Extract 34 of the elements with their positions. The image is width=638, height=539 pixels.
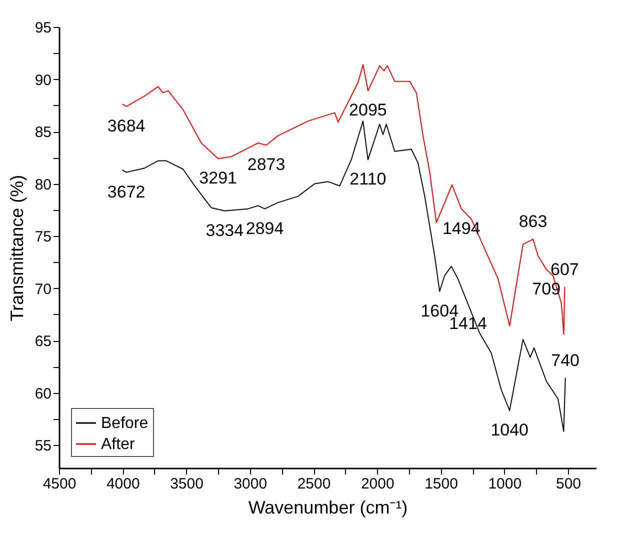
y-tick-label: 70 bbox=[34, 280, 52, 298]
annotation: 3684 bbox=[107, 116, 146, 136]
y-tick-label: 75 bbox=[34, 228, 52, 246]
annotation: 3334 bbox=[206, 220, 244, 240]
y-tick-label: 85 bbox=[34, 124, 52, 141]
x-tick-label: 3500 bbox=[170, 476, 204, 492]
annotation: 863 bbox=[518, 212, 548, 232]
y-tick-label: 65 bbox=[34, 333, 52, 350]
annotation: 3672 bbox=[107, 182, 146, 202]
x-tick-label: 4500 bbox=[42, 476, 76, 492]
annotation: 2873 bbox=[247, 155, 286, 174]
annotation: 1040 bbox=[490, 420, 529, 440]
x-tick-label: 2500 bbox=[297, 476, 331, 492]
annotation: 2110 bbox=[350, 170, 386, 189]
annotation: 3291 bbox=[199, 168, 237, 188]
x-tick-label: 1500 bbox=[424, 476, 458, 492]
y-tick-label: 55 bbox=[34, 438, 52, 455]
y-tick-label: 60 bbox=[34, 385, 52, 402]
legend-label: Before bbox=[101, 415, 148, 432]
y-tick-label: 95 bbox=[34, 20, 52, 36]
x-tick-label: 2000 bbox=[360, 476, 394, 492]
annotation: 607 bbox=[550, 260, 579, 280]
y-axis-title: Transmittance (%) bbox=[6, 174, 27, 322]
annotation: 740 bbox=[551, 351, 580, 370]
x-tick-label: 500 bbox=[556, 476, 582, 492]
legend-label: After bbox=[101, 436, 136, 453]
x-tick-label: 3000 bbox=[234, 476, 268, 492]
y-tick-label: 90 bbox=[34, 72, 52, 89]
x-tick-label: 4000 bbox=[106, 476, 140, 492]
annotation: 2894 bbox=[246, 218, 284, 238]
x-tick-label: 1000 bbox=[488, 476, 522, 492]
x-axis-title: Wavenumber (cm⁻¹) bbox=[248, 498, 408, 518]
annotation: 2095 bbox=[349, 100, 387, 120]
y-tick-label: 80 bbox=[34, 176, 52, 194]
